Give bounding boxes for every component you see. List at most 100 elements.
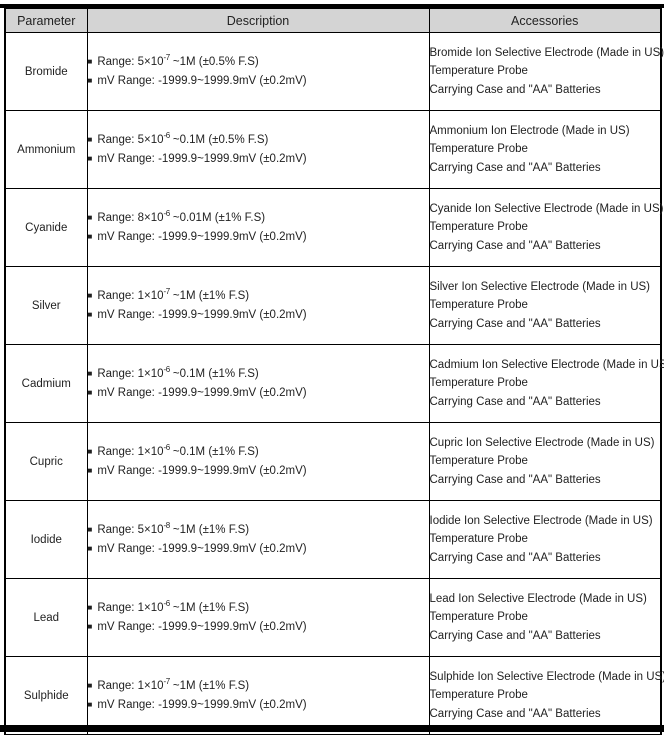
accessories-cell: Ammonium Ion Electrode (Made in US) Temp… — [428, 110, 662, 189]
description-cell: ■ Range: 1×10-7 ~1M (±1% F.S) ■ mV Range: … — [86, 266, 430, 345]
range-exponent: -6 — [163, 208, 171, 218]
ion-electrode-spec-table: Parameter Description Accessories Bromid… — [4, 8, 664, 735]
range-exponent: -7 — [163, 52, 171, 62]
mv-range-text: mV Range: -1999.9~1999.9mV (±0.2mV) — [97, 698, 307, 711]
parameter-cell: Cadmium — [4, 344, 88, 423]
accessory-item-case-batteries: Carrying Case and "AA" Batteries — [429, 707, 601, 720]
description-cell: ■ Range: 8×10-6 ~0.01M (±1% F.S) ■ mV Rang… — [86, 188, 430, 267]
range-prefix: Range: 5×10 — [97, 55, 164, 68]
table-row: Cadmium ■ Range: 1×10-6 ~0.1M (±1% F.S) ■… — [4, 344, 664, 423]
mv-range-line: ■ mV Range: -1999.9~1999.9mV (±0.2mV) — [88, 696, 429, 715]
table-row: Ammonium ■ Range: 5×10-6 ~0.1M (±0.5% F.S… — [4, 110, 662, 189]
range-suffix: ~0.01M (±1% F.S) — [169, 211, 266, 224]
header-row: Parameter Description Accessories — [4, 8, 662, 33]
bullet-square-icon: ■ — [87, 56, 93, 66]
accessory-item-probe: Temperature Probe — [429, 221, 528, 234]
range-suffix: ~1M (±1% F.S) — [169, 679, 250, 692]
parameter-cell: Ammonium — [4, 110, 88, 189]
range-line: ■ Range: 8×10-6 ~0.01M (±1% F.S) — [88, 209, 429, 228]
range-suffix: ~0.1M (±1% F.S) — [169, 445, 259, 458]
accessory-item-probe: Temperature Probe — [429, 65, 528, 78]
accessory-item-probe: Temperature Probe — [429, 143, 528, 156]
parameter-cell: Sulphide — [4, 656, 88, 735]
bullet-square-icon: ■ — [87, 543, 93, 553]
range-prefix: Range: 5×10 — [97, 133, 164, 146]
range-exponent: -7 — [163, 676, 171, 686]
mv-range-text: mV Range: -1999.9~1999.9mV (±0.2mV) — [97, 386, 307, 399]
mv-range-text: mV Range: -1999.9~1999.9mV (±0.2mV) — [97, 152, 307, 165]
accessory-item-case-batteries: Carrying Case and "AA" Batteries — [429, 395, 601, 408]
bullet-square-icon: ■ — [87, 309, 93, 319]
range-line: ■ Range: 1×10-6 ~0.1M (±1% F.S) — [88, 365, 429, 384]
header-parameter: Parameter — [4, 8, 88, 33]
bullet-square-icon: ■ — [87, 621, 93, 631]
description-cell: ■ Range: 1×10-6 ~1M (±1% F.S) ■ mV Range: … — [86, 578, 430, 657]
mv-range-line: ■ mV Range: -1999.9~1999.9mV (±0.2mV) — [88, 618, 429, 637]
accessory-item-electrode: Iodide Ion Selective Electrode (Made in … — [429, 514, 653, 527]
parameter-cell: Lead — [4, 578, 88, 657]
range-line: ■ Range: 1×10-7 ~1M (±1% F.S) — [88, 677, 429, 696]
accessories-cell: Cyanide Ion Selective Electrode (Made in… — [428, 188, 664, 267]
range-exponent: -7 — [163, 286, 171, 296]
range-prefix: Range: 5×10 — [97, 523, 164, 536]
bullet-square-icon: ■ — [87, 680, 93, 690]
range-suffix: ~1M (±1% F.S) — [169, 523, 250, 536]
accessory-item-probe: Temperature Probe — [429, 377, 528, 390]
accessory-item-case-batteries: Carrying Case and "AA" Batteries — [429, 473, 601, 486]
range-line: ■ Range: 5×10-7 ~1M (±0.5% F.S) — [88, 53, 429, 72]
table-row: Iodide ■ Range: 5×10-8 ~1M (±1% F.S) ■ mV … — [4, 500, 662, 579]
accessories-cell: Iodide Ion Selective Electrode (Made in … — [428, 500, 662, 579]
accessory-item-case-batteries: Carrying Case and "AA" Batteries — [429, 551, 601, 564]
accessories-cell: Bromide Ion Selective Electrode (Made in… — [428, 32, 664, 111]
description-cell: ■ Range: 1×10-6 ~0.1M (±1% F.S) ■ mV Range… — [86, 422, 430, 501]
range-suffix: ~0.1M (±0.5% F.S) — [169, 133, 269, 146]
table-row: Lead ■ Range: 1×10-6 ~1M (±1% F.S) ■ mV Ra… — [4, 578, 662, 657]
parameter-cell: Silver — [4, 266, 88, 345]
accessories-cell: Sulphide Ion Selective Electrode (Made i… — [428, 656, 664, 735]
bullet-square-icon: ■ — [87, 524, 93, 534]
mv-range-text: mV Range: -1999.9~1999.9mV (±0.2mV) — [97, 542, 307, 555]
range-line: ■ Range: 1×10-6 ~0.1M (±1% F.S) — [88, 443, 429, 462]
accessory-item-electrode: Ammonium Ion Electrode (Made in US) — [429, 124, 630, 137]
accessories-cell: Cupric Ion Selective Electrode (Made in … — [428, 422, 662, 501]
table-row: Silver ■ Range: 1×10-7 ~1M (±1% F.S) ■ mV … — [4, 266, 662, 345]
range-line: ■ Range: 5×10-6 ~0.1M (±0.5% F.S) — [88, 131, 429, 150]
accessory-item-probe: Temperature Probe — [429, 455, 528, 468]
top-border-bar — [0, 4, 664, 8]
description-cell: ■ Range: 5×10-8 ~1M (±1% F.S) ■ mV Range: … — [86, 500, 430, 579]
accessory-item-electrode: Cupric Ion Selective Electrode (Made in … — [429, 436, 655, 449]
range-exponent: -6 — [163, 598, 171, 608]
mv-range-line: ■ mV Range: -1999.9~1999.9mV (±0.2mV) — [88, 72, 429, 91]
bullet-square-icon: ■ — [87, 465, 93, 475]
range-prefix: Range: 1×10 — [97, 289, 164, 302]
range-suffix: ~0.1M (±1% F.S) — [169, 367, 259, 380]
accessory-item-electrode: Cyanide Ion Selective Electrode (Made in… — [429, 202, 664, 215]
table-row: Sulphide ■ Range: 1×10-7 ~1M (±1% F.S) ■ m… — [4, 656, 664, 735]
range-line: ■ Range: 1×10-7 ~1M (±1% F.S) — [88, 287, 429, 306]
range-prefix: Range: 1×10 — [97, 445, 164, 458]
bullet-square-icon: ■ — [87, 231, 93, 241]
parameter-cell: Cupric — [4, 422, 88, 501]
range-exponent: -6 — [163, 364, 171, 374]
accessory-item-case-batteries: Carrying Case and "AA" Batteries — [429, 83, 601, 96]
parameter-cell: Cyanide — [4, 188, 88, 267]
parameter-cell: Iodide — [4, 500, 88, 579]
accessory-item-electrode: Silver Ion Selective Electrode (Made in … — [429, 280, 651, 293]
range-suffix: ~1M (±0.5% F.S) — [169, 55, 259, 68]
description-cell: ■ Range: 1×10-6 ~0.1M (±1% F.S) ■ mV Range… — [86, 344, 430, 423]
range-line: ■ Range: 1×10-6 ~1M (±1% F.S) — [88, 599, 429, 618]
bullet-square-icon: ■ — [87, 602, 93, 612]
range-prefix: Range: 1×10 — [97, 367, 164, 380]
bullet-square-icon: ■ — [87, 699, 93, 709]
bullet-square-icon: ■ — [87, 134, 93, 144]
bullet-square-icon: ■ — [87, 290, 93, 300]
mv-range-line: ■ mV Range: -1999.9~1999.9mV (±0.2mV) — [88, 150, 429, 169]
table-row: Cyanide ■ Range: 8×10-6 ~0.01M (±1% F.S) … — [4, 188, 664, 267]
accessory-item-electrode: Bromide Ion Selective Electrode (Made in… — [429, 46, 664, 59]
accessory-item-case-batteries: Carrying Case and "AA" Batteries — [429, 161, 601, 174]
accessories-cell: Cadmium Ion Selective Electrode (Made in… — [428, 344, 664, 423]
accessory-item-probe: Temperature Probe — [429, 533, 528, 546]
description-cell: ■ Range: 5×10-6 ~0.1M (±0.5% F.S) ■ mV Ran… — [86, 110, 430, 189]
table-row: Bromide ■ Range: 5×10-7 ~1M (±0.5% F.S) ■… — [4, 32, 664, 111]
